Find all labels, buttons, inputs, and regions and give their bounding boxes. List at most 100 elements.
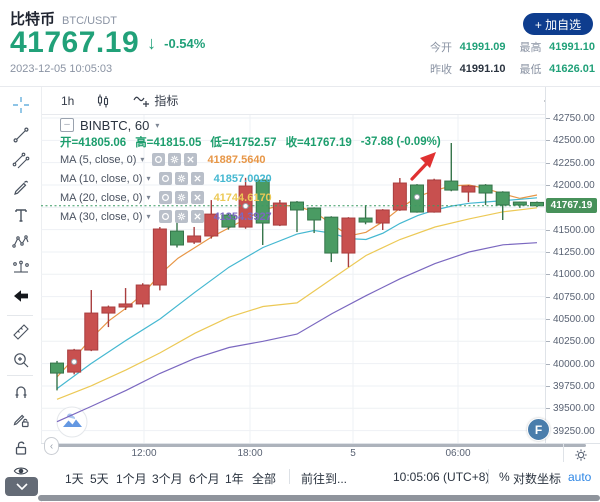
candle [461, 185, 476, 193]
last-price-tag: 41767.19 [546, 198, 597, 214]
price-tick-label: 40250.00 [546, 336, 595, 348]
price-axis[interactable]: 42750.0042500.0042250.0042000.0041750.00… [545, 87, 600, 462]
ma-remove-icon[interactable] [190, 191, 204, 204]
time-axis-gear-icon[interactable] [572, 446, 590, 464]
log-scale-button[interactable]: 对数坐标 [513, 472, 562, 486]
brush-tool[interactable] [11, 178, 30, 197]
range-button-3[interactable]: 1个月 [116, 472, 147, 486]
range-button-2[interactable]: 5天 [90, 472, 109, 486]
arrow-annotation-head [420, 152, 436, 168]
fib-lines-tool[interactable] [11, 151, 30, 170]
ma-settings-icon[interactable] [174, 191, 188, 204]
trend-line-tool[interactable] [11, 125, 30, 144]
goto-date-button[interactable]: 前往到... [301, 472, 348, 486]
chevron-down-icon[interactable]: ▾ [146, 212, 151, 221]
ma-value: 41887.5640 [207, 153, 266, 166]
symbol-title: 比特币 BTC/USDT [10, 8, 117, 29]
range-button-4[interactable]: 3个月 [152, 472, 183, 486]
auto-scale-button[interactable]: auto [568, 470, 592, 484]
trade-marker [413, 193, 421, 201]
range-button-7[interactable]: 全部 [252, 472, 277, 486]
ma-remove-icon[interactable] [184, 153, 198, 166]
ma-legend-row: MA (10, close, 0) ▾ 41857.0020 [60, 169, 441, 188]
crosshair-tool[interactable] [11, 95, 30, 114]
indicator-icon [132, 92, 150, 110]
interval-selector[interactable]: 1h [41, 87, 84, 114]
ma-line-MA20 [56, 207, 538, 400]
ma-visibility-icon[interactable] [158, 172, 172, 185]
price-tick-label: 39250.00 [546, 425, 595, 437]
trade-marker [71, 358, 78, 365]
range-button-6[interactable]: 1年 [225, 472, 244, 486]
watchlist-eye-icon[interactable] [13, 465, 29, 477]
ma-controls [158, 210, 204, 223]
indicators-button[interactable]: 指标 [122, 87, 188, 114]
time-axis[interactable]: ‹ 12:00 18:00 5 06:00 [41, 437, 600, 464]
open-label: 今开 [430, 42, 452, 54]
candle [478, 184, 493, 194]
ma-visibility-icon[interactable] [158, 191, 172, 204]
drawing-lock-tool[interactable] [11, 410, 30, 429]
candle [204, 213, 219, 237]
ma-label[interactable]: MA (30, close, 0) [60, 210, 143, 223]
ma-visibility-icon[interactable] [152, 153, 166, 166]
chart-plot-area[interactable] [41, 115, 545, 443]
range-button-1[interactable]: 1天 [65, 472, 84, 486]
candle [512, 201, 527, 206]
ma-remove-icon[interactable] [190, 172, 204, 185]
series-row[interactable]: – BINBTC, 60 ▾ [60, 117, 441, 133]
zoom-in-tool[interactable] [11, 350, 30, 369]
high-label: 最高 [519, 42, 542, 54]
candlestick-chart[interactable] [41, 115, 545, 443]
ma-label[interactable]: MA (20, close, 0) [60, 191, 143, 204]
page-scrollbar[interactable] [38, 495, 600, 501]
ma-line-MA30 [56, 242, 538, 423]
price-row: 41767.19 ↓ -0.54% [10, 26, 205, 60]
candle [135, 284, 150, 305]
time-tick-label: 18:00 [237, 448, 263, 459]
lock-all-tool[interactable] [11, 438, 30, 457]
chevron-down-icon[interactable]: ▾ [146, 193, 151, 202]
quote-stats: 今开 41991.09 最高 41991.10 昨收 41991.10 最低 4… [430, 36, 595, 80]
chevron-down-icon[interactable]: ▾ [146, 174, 151, 183]
price-tick-label: 42000.00 [546, 179, 595, 191]
forecast-tool[interactable] [11, 258, 30, 277]
magnet-tool[interactable] [11, 382, 30, 401]
candle [495, 191, 510, 206]
candle [307, 207, 322, 221]
ma-settings-icon[interactable] [174, 210, 188, 223]
collapse-icon[interactable]: – [60, 118, 74, 132]
chart-style-button[interactable] [84, 87, 122, 114]
price-tick-label: 41000.00 [546, 269, 595, 281]
range-button-5[interactable]: 6个月 [189, 472, 220, 486]
price-tick-label: 41250.00 [546, 246, 595, 258]
time-tick-label: 06:00 [445, 448, 471, 459]
candle [272, 202, 287, 226]
last-price: 41767.19 [10, 26, 140, 59]
measure-ruler-tool[interactable] [11, 322, 30, 341]
arrow-marker-tool[interactable] [11, 286, 30, 305]
scroll-left-handle[interactable]: ‹ [44, 437, 59, 455]
clock-readout[interactable]: 10:05:06 (UTC+8) [393, 470, 490, 484]
candle [255, 179, 270, 224]
ma-settings-icon[interactable] [168, 153, 182, 166]
percent-scale-button[interactable]: % [499, 470, 510, 484]
candle [444, 180, 459, 191]
add-watchlist-button[interactable]: + 加自选 [523, 13, 593, 35]
ma-visibility-icon[interactable] [158, 210, 172, 223]
trade-marker [242, 202, 249, 210]
text-tool[interactable] [11, 205, 30, 224]
price-tick-label: 41500.00 [546, 224, 595, 236]
xabcd-pattern-tool[interactable] [11, 232, 30, 251]
series-title: BINBTC, 60 [80, 117, 150, 133]
ma-settings-icon[interactable] [174, 172, 188, 185]
chevron-down-icon[interactable]: ▾ [155, 120, 160, 130]
candle [84, 312, 99, 351]
chart-h-scrollbar[interactable]: ‹ [44, 437, 586, 455]
ma-label[interactable]: MA (10, close, 0) [60, 172, 143, 185]
collapse-panel-button[interactable] [5, 477, 38, 496]
ma-controls [158, 191, 204, 204]
ma-label[interactable]: MA (5, close, 0) [60, 153, 137, 166]
chevron-down-icon[interactable]: ▾ [140, 155, 145, 164]
ma-remove-icon[interactable] [190, 210, 204, 223]
